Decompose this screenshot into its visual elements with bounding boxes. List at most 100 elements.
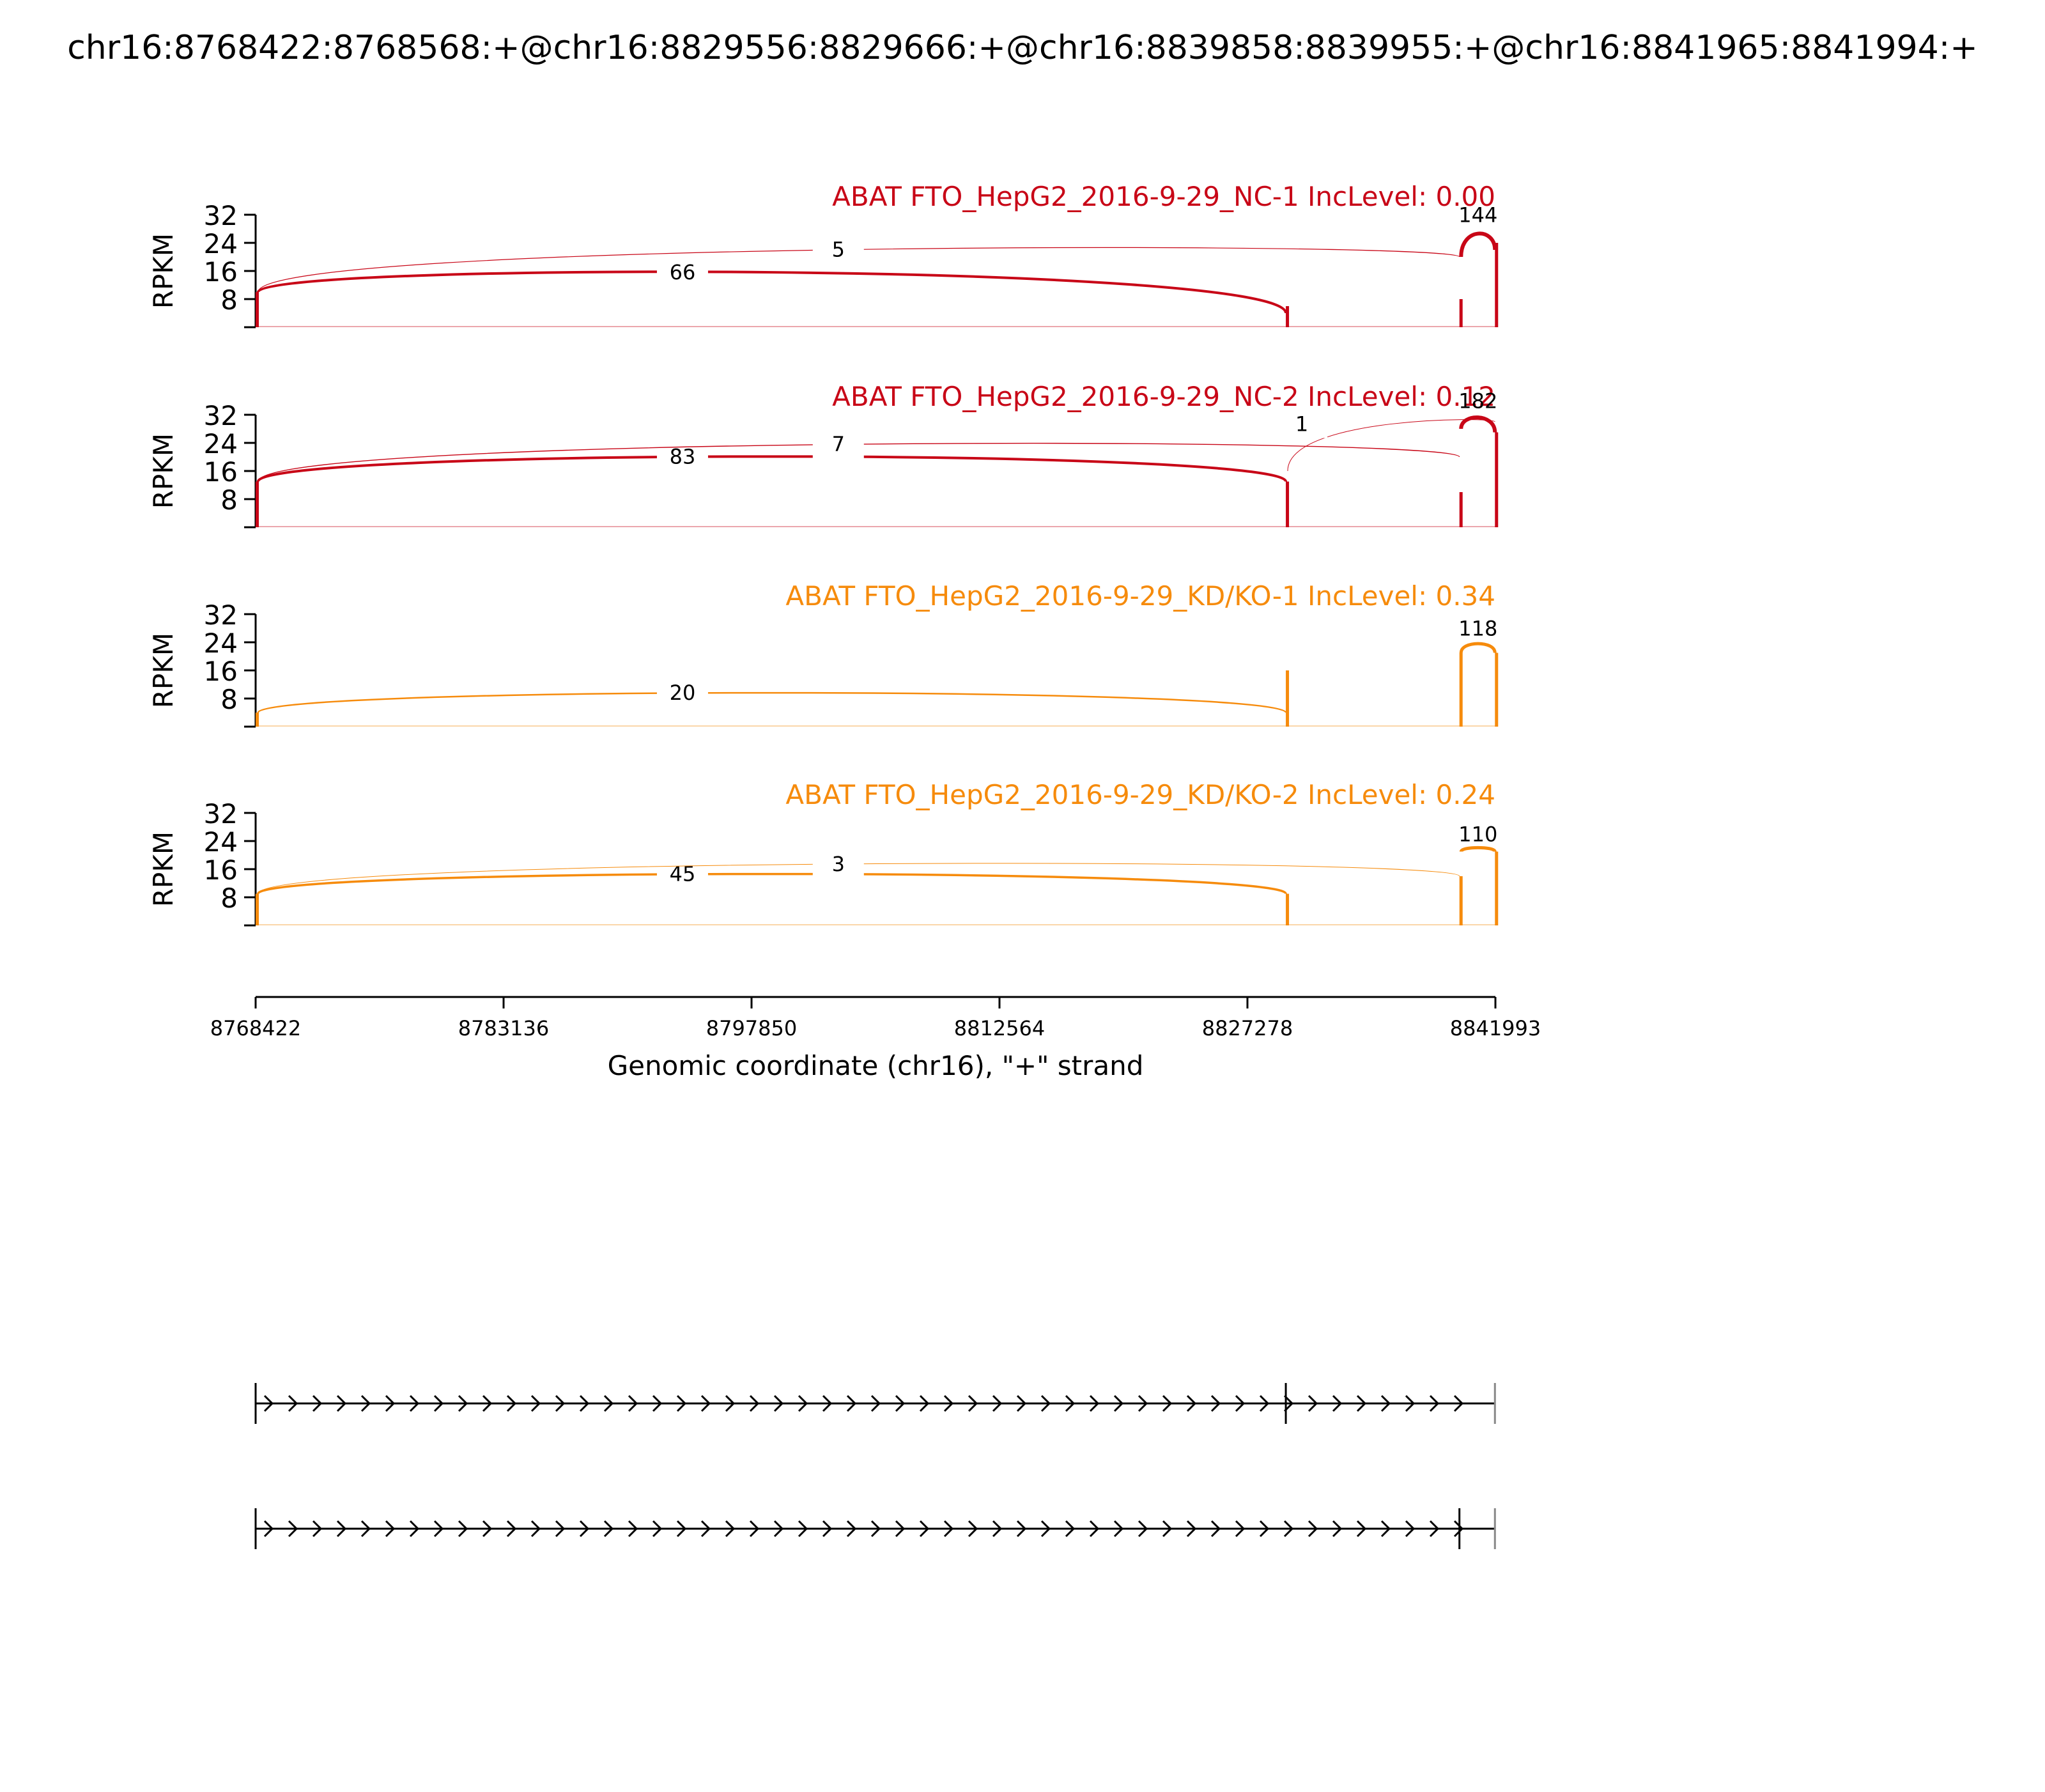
y-tick-label: 32 bbox=[204, 200, 238, 231]
strand-arrow-icon bbox=[1308, 1394, 1318, 1412]
strand-arrow-icon bbox=[555, 1394, 566, 1412]
strand-arrow-icon bbox=[919, 1520, 930, 1538]
strand-arrow-icon bbox=[968, 1520, 978, 1538]
strand-arrow-icon bbox=[409, 1394, 420, 1412]
junction-label-bg bbox=[812, 849, 864, 878]
y-tick-label: 8 bbox=[220, 883, 238, 914]
strand-arrow-icon bbox=[360, 1394, 371, 1412]
junction-arc bbox=[256, 455, 1288, 483]
strand-arrow-icon bbox=[628, 1394, 638, 1412]
strand-arrow-icon bbox=[798, 1520, 808, 1538]
strand-arrow-icon bbox=[1429, 1394, 1440, 1412]
y-tick-label: 8 bbox=[220, 684, 238, 715]
track-title: ABAT FTO_HepG2_2016-9-29_KD/KO-1 IncLeve… bbox=[785, 580, 1495, 612]
junction-count-label: 83 bbox=[670, 444, 696, 468]
strand-arrow-icon bbox=[530, 1394, 541, 1412]
exon-coverage-bar bbox=[256, 292, 259, 327]
strand-arrow-icon bbox=[870, 1520, 881, 1538]
strand-arrow-icon bbox=[555, 1520, 566, 1538]
y-axis-label: RPKM bbox=[148, 633, 179, 708]
junction-count-label: 5 bbox=[832, 237, 845, 261]
exon-coverage-bar bbox=[1459, 492, 1463, 527]
figure-title: chr16:8768422:8768568:+@chr16:8829556:88… bbox=[67, 29, 1978, 67]
y-tick-label: 24 bbox=[204, 628, 238, 659]
strand-arrow-icon bbox=[968, 1394, 978, 1412]
strand-arrow-icon bbox=[1283, 1394, 1294, 1412]
junction-arc bbox=[257, 872, 1287, 895]
exon-coverage-bar bbox=[1286, 670, 1290, 727]
strand-arrow-icon bbox=[1016, 1394, 1027, 1412]
isoform-track bbox=[254, 1383, 1496, 1549]
strand-arrow-icon bbox=[1405, 1520, 1416, 1538]
junction-count-label: 144 bbox=[1458, 203, 1497, 227]
strand-arrow-icon bbox=[1210, 1520, 1221, 1538]
y-axis-label: RPKM bbox=[148, 433, 179, 509]
strand-arrow-icon bbox=[506, 1394, 517, 1412]
y-tick-label: 24 bbox=[204, 826, 238, 858]
exon-coverage-bar bbox=[256, 713, 259, 727]
strand-arrow-icon bbox=[1235, 1520, 1246, 1538]
junction-label-bg bbox=[656, 679, 708, 707]
strand-arrow-icon bbox=[288, 1520, 298, 1538]
strand-arrow-icon bbox=[725, 1520, 736, 1538]
strand-arrow-icon bbox=[1186, 1520, 1197, 1538]
strand-arrow-icon bbox=[1162, 1394, 1173, 1412]
strand-arrow-icon bbox=[433, 1394, 444, 1412]
junction-arc bbox=[1459, 642, 1497, 654]
x-tick-label: 8797850 bbox=[706, 1016, 798, 1040]
strand-arrow-icon bbox=[1040, 1394, 1051, 1412]
x-tick-label: 8768422 bbox=[210, 1016, 302, 1040]
strand-arrow-icon bbox=[1259, 1394, 1270, 1412]
strand-arrow-icon bbox=[1332, 1520, 1343, 1538]
strand-arrow-icon bbox=[482, 1394, 493, 1412]
junction-count-label: 110 bbox=[1458, 822, 1497, 846]
strand-arrow-icon bbox=[773, 1520, 784, 1538]
strand-arrow-icon bbox=[360, 1520, 371, 1538]
exon-coverage-bar bbox=[1459, 653, 1463, 727]
strand-arrow-icon bbox=[676, 1394, 687, 1412]
strand-arrow-icon bbox=[1040, 1520, 1051, 1538]
y-tick-label: 16 bbox=[204, 456, 238, 488]
strand-arrow-icon bbox=[263, 1394, 274, 1412]
strand-arrow-icon bbox=[1356, 1520, 1367, 1538]
strand-arrow-icon bbox=[1065, 1394, 1076, 1412]
strand-arrow-icon bbox=[385, 1394, 396, 1412]
strand-arrow-icon bbox=[579, 1520, 590, 1538]
junction-count-label: 3 bbox=[832, 852, 845, 876]
x-tick-label: 8827278 bbox=[1202, 1016, 1293, 1040]
strand-arrow-icon bbox=[1138, 1394, 1148, 1412]
exon-coverage-bar bbox=[1459, 299, 1463, 327]
junction-arc bbox=[256, 270, 1288, 314]
y-tick-label: 24 bbox=[204, 228, 238, 259]
strand-arrow-icon bbox=[1405, 1394, 1416, 1412]
strand-arrow-icon bbox=[482, 1520, 493, 1538]
strand-arrow-icon bbox=[312, 1394, 323, 1412]
strand-arrow-icon bbox=[822, 1394, 833, 1412]
strand-arrow-icon bbox=[1065, 1520, 1076, 1538]
y-tick-label: 24 bbox=[204, 428, 238, 460]
strand-arrow-icon bbox=[263, 1520, 274, 1538]
strand-arrow-icon bbox=[603, 1520, 614, 1538]
strand-arrow-icon bbox=[652, 1520, 663, 1538]
y-tick-label: 32 bbox=[204, 400, 238, 431]
strand-arrow-icon bbox=[1429, 1520, 1440, 1538]
strand-arrow-icon bbox=[433, 1520, 444, 1538]
junction-arc bbox=[1459, 415, 1497, 433]
strand-arrow-icon bbox=[676, 1520, 687, 1538]
junction-count-label: 7 bbox=[832, 432, 845, 456]
junction-count-label: 66 bbox=[670, 260, 696, 284]
track-title: ABAT FTO_HepG2_2016-9-29_NC-1 IncLevel: … bbox=[832, 181, 1495, 212]
strand-arrow-icon bbox=[288, 1394, 298, 1412]
junction-label-bg bbox=[812, 430, 864, 459]
junction-label-bg bbox=[656, 258, 708, 287]
exon-coverage-bar bbox=[1286, 481, 1290, 527]
track-3: ABAT FTO_HepG2_2016-9-29_KD/KO-1 IncLeve… bbox=[148, 580, 1499, 728]
strand-arrow-icon bbox=[895, 1520, 906, 1538]
strand-arrow-icon bbox=[1283, 1520, 1294, 1538]
x-axis-label: Genomic coordinate (chr16), "+" strand bbox=[608, 1050, 1144, 1081]
strand-arrow-icon bbox=[798, 1394, 808, 1412]
strand-arrow-icon bbox=[652, 1394, 663, 1412]
junction-arc bbox=[1459, 231, 1497, 258]
